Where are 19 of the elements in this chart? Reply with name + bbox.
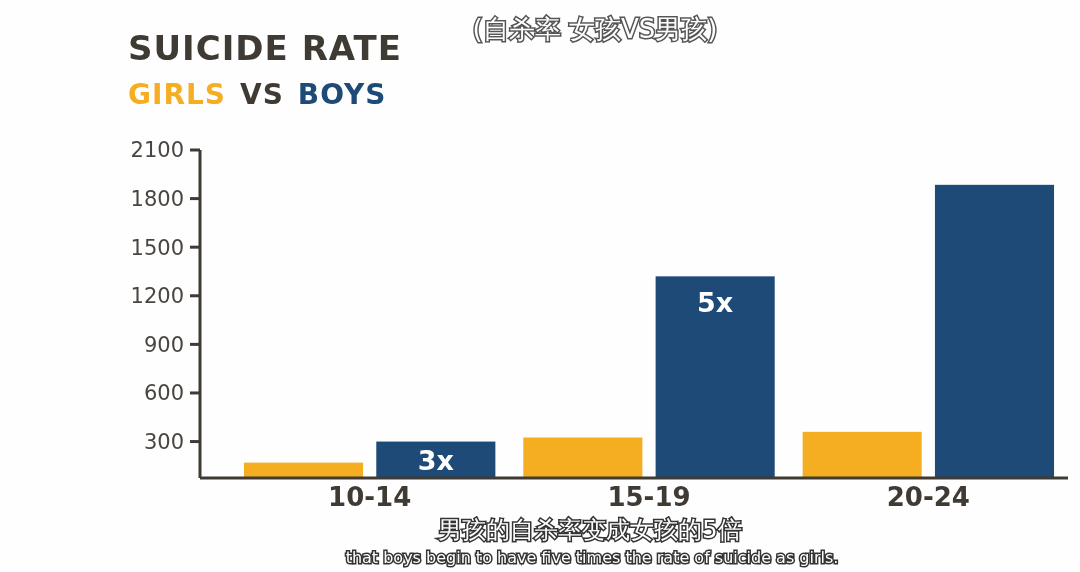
y-tick-label: 600 xyxy=(143,381,184,406)
y-tick-label: 1200 xyxy=(130,284,184,309)
y-tick-label: 1500 xyxy=(130,235,184,260)
y-tick-label: 900 xyxy=(143,332,184,357)
annotation: 5x xyxy=(697,287,734,319)
y-tick-label: 1800 xyxy=(130,186,184,211)
text: (自杀率 女孩VS男孩) xyxy=(472,14,718,44)
chart-title: SUICIDE RATE xyxy=(128,28,402,68)
text: 男孩的自杀率变成女孩的5倍 xyxy=(438,516,742,544)
annotation: 3x xyxy=(417,444,454,476)
x-tick-label: 20-24 xyxy=(886,482,970,512)
chart-subtitle: VS xyxy=(239,78,284,111)
text: GIRLS xyxy=(128,78,226,111)
text: BOYS xyxy=(297,78,387,111)
y-tick-label: 2100 xyxy=(130,138,184,163)
x-tick-label: 10-14 xyxy=(328,482,412,512)
text: that boys begin to have five times the rate of suicide as girls. xyxy=(345,548,839,567)
x-tick-label: 15-19 xyxy=(607,482,691,512)
y-tick-label: 300 xyxy=(143,429,184,454)
